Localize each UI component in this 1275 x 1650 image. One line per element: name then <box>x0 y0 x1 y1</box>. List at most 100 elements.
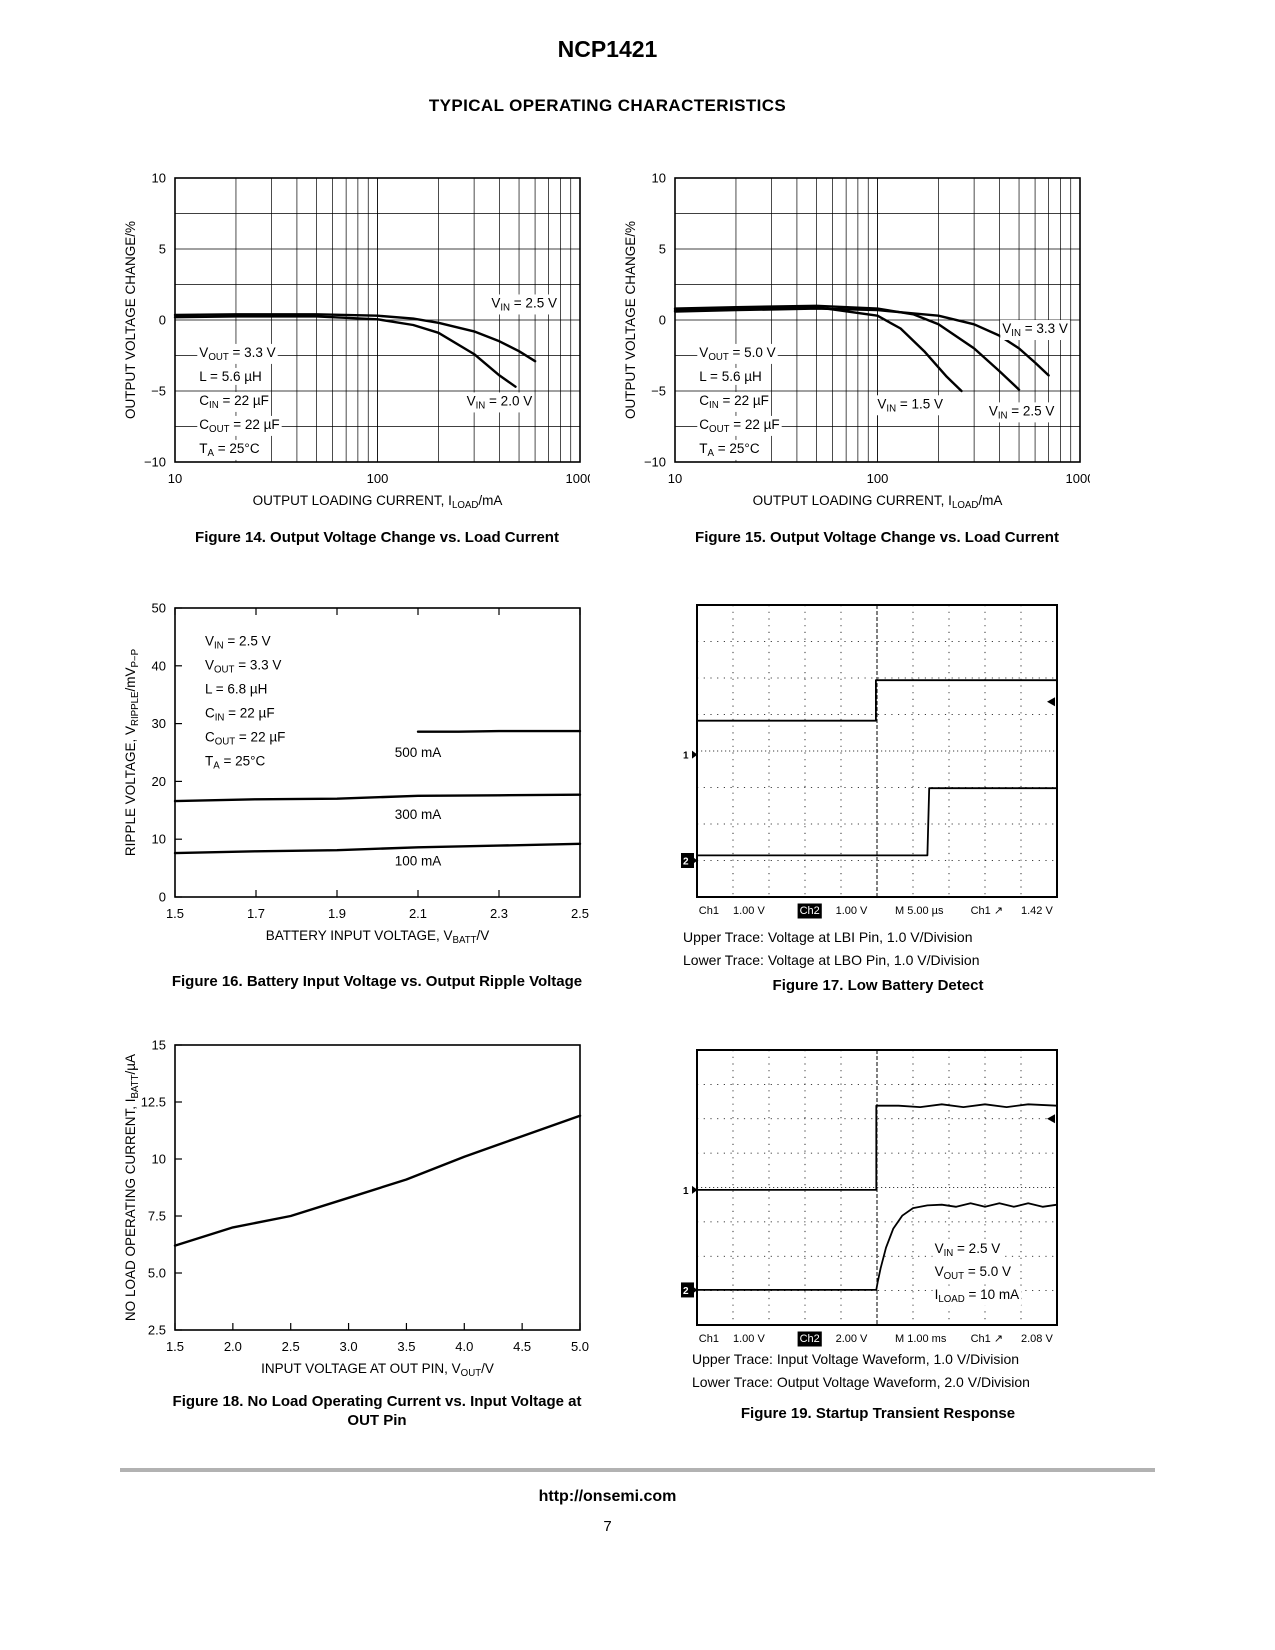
svg-text:VIN = 3.3 V: VIN = 3.3 V <box>1002 321 1068 339</box>
svg-text:L = 5.6 µH: L = 5.6 µH <box>699 369 761 384</box>
svg-text:CIN = 22 µF: CIN = 22 µF <box>199 393 269 411</box>
svg-text:RIPPLE VOLTAGE, VRIPPLE/mVP−P: RIPPLE VOLTAGE, VRIPPLE/mVP−P <box>123 649 141 856</box>
svg-text:OUTPUT LOADING CURRENT, ILOAD/: OUTPUT LOADING CURRENT, ILOAD/mA <box>753 493 1003 511</box>
svg-text:4.5: 4.5 <box>513 1339 531 1354</box>
svg-text:2.5: 2.5 <box>571 906 589 921</box>
svg-text:VOUT = 5.0 V: VOUT = 5.0 V <box>699 345 775 363</box>
svg-text:100: 100 <box>867 471 889 486</box>
svg-text:COUT = 22 µF: COUT = 22 µF <box>699 417 779 435</box>
svg-text:1000: 1000 <box>1066 471 1090 486</box>
svg-text:1.5: 1.5 <box>166 1339 184 1354</box>
svg-text:1.5: 1.5 <box>166 906 184 921</box>
svg-text:10: 10 <box>668 471 682 486</box>
svg-text:1000: 1000 <box>566 471 590 486</box>
figure-18-caption: Figure 18. No Load Operating Current vs.… <box>172 1393 582 1429</box>
svg-text:1.42 V: 1.42 V <box>1021 905 1053 917</box>
scope-note-upper: Upper Trace: Input Voltage Waveform, 1.0… <box>692 1351 1020 1367</box>
svg-text:2.00 V: 2.00 V <box>836 1333 868 1345</box>
svg-text:M 5.00 µs: M 5.00 µs <box>895 905 944 917</box>
svg-text:0: 0 <box>159 313 166 328</box>
svg-text:L = 5.6 µH: L = 5.6 µH <box>199 369 261 384</box>
svg-text:CIN = 22 µF: CIN = 22 µF <box>699 393 769 411</box>
figure-17-notes: Upper Trace: Voltage at LBI Pin, 1.0 V/D… <box>683 926 980 972</box>
svg-text:VIN = 1.5 V: VIN = 1.5 V <box>877 396 943 414</box>
svg-text:VIN = 2.5 V: VIN = 2.5 V <box>935 1241 1001 1259</box>
doc-title: NCP1421 <box>557 36 658 62</box>
svg-text:2.08 V: 2.08 V <box>1021 1333 1053 1345</box>
svg-text:VIN = 2.5 V: VIN = 2.5 V <box>989 403 1055 421</box>
svg-text:15: 15 <box>152 1038 166 1053</box>
svg-text:Ch2: Ch2 <box>800 1333 820 1345</box>
figure-19-notes: Upper Trace: Input Voltage Waveform, 1.0… <box>692 1348 1030 1394</box>
svg-text:1.00 V: 1.00 V <box>733 1333 765 1345</box>
svg-text:1.00 V: 1.00 V <box>836 905 868 917</box>
footer-url-link[interactable]: http://onsemi.com <box>538 1488 677 1505</box>
svg-text:5: 5 <box>659 242 666 257</box>
svg-text:10: 10 <box>152 832 166 847</box>
svg-text:NO LOAD OPERATING CURRENT, IBA: NO LOAD OPERATING CURRENT, IBATT/µA <box>123 1054 141 1321</box>
svg-text:OUTPUT VOLTAGE CHANGE/%: OUTPUT VOLTAGE CHANGE/% <box>123 221 138 419</box>
figure-19-scope: 1 2 VIN = 2.5 V VOUT = 5.0 V ILOAD = 10 mA Ch… <box>681 1046 1073 1353</box>
section-title: TYPICAL OPERATING CHARACTERISTICS <box>428 96 787 115</box>
figure-14-caption: Figure 14. Output Voltage Change vs. Loa… <box>195 529 559 546</box>
svg-text:TA = 25°C: TA = 25°C <box>199 441 260 459</box>
figure-18-chart: 1.5 2.0 2.5 3.0 3.5 4.0 4.5 5.0 15 12.5 10 7.5 5.0 2.… <box>120 1035 590 1380</box>
svg-text:COUT = 22 µF: COUT = 22 µF <box>199 417 279 435</box>
svg-text:Ch2: Ch2 <box>800 905 820 917</box>
scope-note-lower: Lower Trace: Output Voltage Waveform, 2.… <box>692 1374 1030 1390</box>
svg-text:10: 10 <box>652 171 666 186</box>
figure-16-chart: 1.5 1.7 1.9 2.1 2.3 2.5 50 40 30 20 10 0 500 mA 300 m… <box>120 598 590 947</box>
svg-text:Ch1 ↗: Ch1 ↗ <box>971 1333 1003 1345</box>
svg-text:0: 0 <box>159 890 166 905</box>
svg-text:TA = 25°C: TA = 25°C <box>205 754 266 772</box>
svg-text:CIN = 22 µF: CIN = 22 µF <box>205 706 275 724</box>
svg-text:−5: −5 <box>651 384 666 399</box>
svg-text:Ch1: Ch1 <box>699 1333 719 1345</box>
svg-text:40: 40 <box>152 658 166 673</box>
svg-text:ILOAD = 10 mA: ILOAD = 10 mA <box>935 1287 1020 1305</box>
figure-17-scope: 1 2 Ch1 1.00 V Ch2 1.00 V M 5.00 µs Ch1 ↗ 1.42 V <box>681 601 1073 925</box>
svg-text:OUTPUT VOLTAGE CHANGE/%: OUTPUT VOLTAGE CHANGE/% <box>623 221 638 419</box>
svg-text:VIN = 2.5 V: VIN = 2.5 V <box>491 295 557 313</box>
svg-text:7.5: 7.5 <box>148 1209 166 1224</box>
svg-text:INPUT VOLTAGE AT OUT PIN, VOUT: INPUT VOLTAGE AT OUT PIN, VOUT/V <box>261 1361 494 1379</box>
svg-text:−10: −10 <box>644 455 666 470</box>
svg-text:2.0: 2.0 <box>224 1339 242 1354</box>
svg-text:1.9: 1.9 <box>328 906 346 921</box>
svg-text:10: 10 <box>152 1152 166 1167</box>
figure-15-caption: Figure 15. Output Voltage Change vs. Loa… <box>695 529 1059 546</box>
svg-text:2: 2 <box>683 1286 689 1297</box>
svg-text:1: 1 <box>683 1186 689 1197</box>
svg-text:VIN = 2.0 V: VIN = 2.0 V <box>467 393 533 411</box>
svg-text:1.00 V: 1.00 V <box>733 905 765 917</box>
svg-text:500 mA: 500 mA <box>395 745 442 760</box>
svg-text:M 1.00 ms: M 1.00 ms <box>895 1333 947 1345</box>
figure-16-caption: Figure 16. Battery Input Voltage vs. Out… <box>171 973 583 990</box>
svg-text:50: 50 <box>152 601 166 616</box>
figure-15-chart: 10 100 1000 10 5 0 −5 −10 VIN = 3.3 V VIN = 1.5 V… <box>620 168 1090 512</box>
svg-text:5: 5 <box>159 242 166 257</box>
svg-text:100: 100 <box>367 471 389 486</box>
svg-text:L = 6.8 µH: L = 6.8 µH <box>205 682 267 697</box>
svg-text:VOUT = 3.3 V: VOUT = 3.3 V <box>205 658 281 676</box>
svg-text:3.0: 3.0 <box>340 1339 358 1354</box>
svg-text:2.5: 2.5 <box>282 1339 300 1354</box>
svg-text:300 mA: 300 mA <box>395 807 442 822</box>
page-number: 7 <box>603 1518 612 1535</box>
svg-text:0: 0 <box>659 313 666 328</box>
svg-text:Ch1: Ch1 <box>699 905 719 917</box>
svg-text:VOUT = 3.3 V: VOUT = 3.3 V <box>199 345 275 363</box>
svg-text:OUTPUT LOADING CURRENT, ILOAD/: OUTPUT LOADING CURRENT, ILOAD/mA <box>253 493 503 511</box>
svg-text:30: 30 <box>152 716 166 731</box>
svg-text:4.0: 4.0 <box>455 1339 473 1354</box>
svg-text:2.1: 2.1 <box>409 906 427 921</box>
svg-text:VIN = 2.5 V: VIN = 2.5 V <box>205 634 271 652</box>
svg-text:BATTERY INPUT VOLTAGE, VBATT/V: BATTERY INPUT VOLTAGE, VBATT/V <box>266 928 490 946</box>
svg-text:2.3: 2.3 <box>490 906 508 921</box>
svg-text:10: 10 <box>168 471 182 486</box>
svg-text:20: 20 <box>152 774 166 789</box>
scope-note-upper: Upper Trace: Voltage at LBI Pin, 1.0 V/D… <box>683 929 973 945</box>
svg-text:2.5: 2.5 <box>148 1323 166 1338</box>
svg-text:5.0: 5.0 <box>571 1339 589 1354</box>
